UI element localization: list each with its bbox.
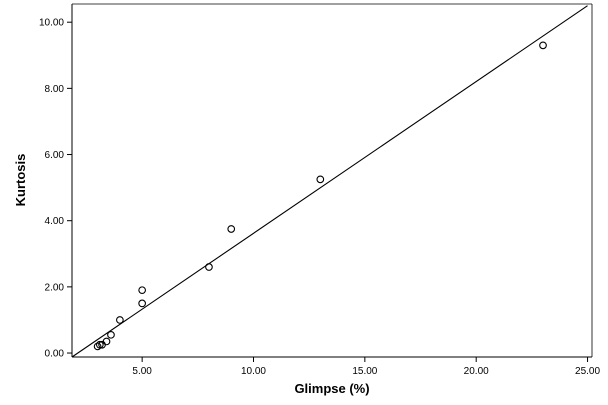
data-point bbox=[95, 340, 104, 349]
y-tick-label: 10.00 bbox=[39, 18, 64, 29]
data-point bbox=[116, 316, 124, 324]
data-point bbox=[227, 225, 236, 233]
fit-line-group bbox=[71, 5, 588, 358]
y-tick-label: 0.00 bbox=[45, 349, 65, 360]
y-tick-label: 6.00 bbox=[45, 150, 65, 161]
data-points bbox=[93, 41, 547, 351]
data-point bbox=[316, 175, 325, 184]
x-tick-label: 25.00 bbox=[575, 366, 600, 377]
data-point bbox=[102, 337, 111, 346]
y-tick-label: 4.00 bbox=[45, 216, 65, 227]
y-tick-label: 8.00 bbox=[45, 84, 65, 95]
fit-line bbox=[71, 5, 588, 358]
data-point bbox=[138, 299, 146, 308]
data-point bbox=[138, 286, 146, 295]
x-tick-label: 15.00 bbox=[352, 366, 377, 377]
x-ticks: 5.00 10.00 15.00 20.00 25.00 bbox=[132, 357, 600, 377]
data-point bbox=[539, 41, 547, 50]
x-tick-label: 5.00 bbox=[132, 366, 152, 377]
plot-area bbox=[71, 3, 593, 358]
y-axis-title: Kurtosis bbox=[13, 154, 28, 207]
x-axis-title: Glimpse (%) bbox=[294, 381, 369, 396]
data-point bbox=[205, 263, 213, 271]
y-tick-label: 2.00 bbox=[45, 282, 65, 293]
x-tick-label: 10.00 bbox=[241, 366, 266, 377]
data-point bbox=[107, 330, 115, 339]
data-point bbox=[93, 342, 102, 351]
x-tick-label: 20.00 bbox=[464, 366, 489, 377]
y-ticks: 0.00 2.00 4.00 6.00 8.00 10.00 bbox=[39, 18, 72, 360]
